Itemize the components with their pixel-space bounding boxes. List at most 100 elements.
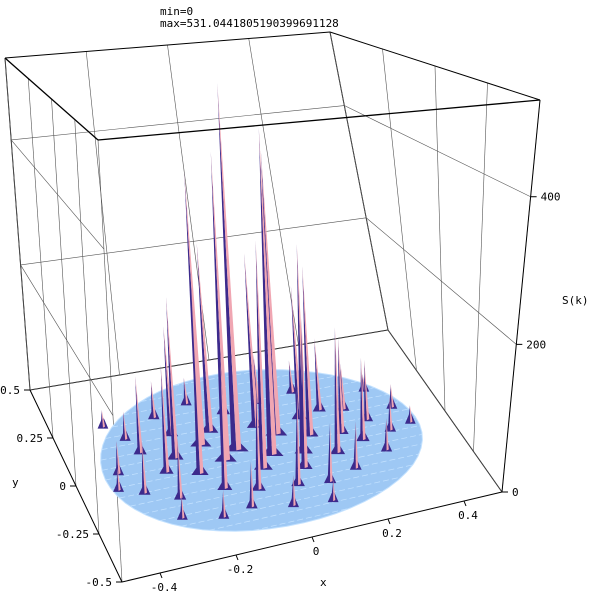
z-axis-label: S(k) [562, 294, 589, 307]
spike-shadow-face [331, 479, 334, 502]
spike-shadow-face [184, 170, 201, 446]
spike [180, 377, 192, 406]
spike-shadow-face [388, 396, 391, 431]
x-tick-label: -0.2 [227, 563, 254, 576]
spike-lit-face [141, 441, 147, 494]
spike [133, 376, 147, 455]
spike-lit-face [177, 438, 183, 499]
spike-lit-face [334, 327, 341, 454]
grid-line [4, 57, 31, 391]
x-axis-label: x [320, 576, 327, 589]
spike-shadow-face [360, 357, 363, 441]
box-edge [4, 57, 99, 141]
spike-lit-face [409, 405, 413, 423]
surface-mesh-line [105, 387, 375, 439]
spike-shadow-face [302, 265, 311, 436]
grid-line [11, 105, 345, 141]
spike-shadow-face [191, 286, 201, 474]
grid-line [27, 78, 54, 439]
spike-lit-face [101, 410, 106, 428]
spike-lit-face [314, 338, 322, 411]
box-edge [97, 99, 541, 141]
spike-shadow-face [177, 438, 181, 499]
spike [356, 357, 370, 442]
grid-line [20, 217, 367, 266]
spike-shadow-face [337, 337, 342, 433]
spike [349, 421, 362, 470]
box-edge [501, 99, 541, 493]
spike [404, 405, 416, 424]
spike-shadow-face [334, 327, 338, 454]
spike-lit-face [296, 389, 301, 486]
spike [174, 438, 187, 500]
spike-lit-face [135, 376, 143, 454]
spike-lit-face [116, 441, 121, 475]
spike-lit-face [217, 82, 242, 451]
grid-line [434, 65, 446, 412]
y-tick-label: 0 [59, 480, 66, 493]
spike-shadow-face [389, 384, 392, 408]
surface-mesh-line [101, 408, 409, 471]
surface-mesh-line [253, 507, 351, 531]
x-tick-mark [311, 536, 315, 543]
spike-shadow-face [166, 296, 176, 459]
grid-line [97, 139, 123, 583]
spike-lit-face [288, 360, 295, 393]
spike-lit-face [123, 411, 128, 440]
z-tick-label: 0 [512, 486, 519, 499]
spike [112, 441, 125, 476]
spike-shadow-face [255, 378, 259, 490]
x-tick-label: -0.4 [151, 581, 178, 594]
spike-lit-face [184, 170, 206, 446]
spike-shadow-face [163, 326, 171, 436]
spike-lit-face [386, 418, 389, 451]
spike [251, 378, 266, 491]
spike-lit-face [117, 467, 121, 491]
spike [113, 467, 124, 492]
spike-shadow-face [160, 364, 167, 473]
x-tick-label: 0.2 [382, 527, 402, 540]
spike-lit-face [160, 364, 170, 473]
x-tick-mark [463, 500, 467, 507]
surface-mesh-line [209, 490, 385, 531]
spike-shadow-face [384, 418, 387, 451]
spike [217, 82, 249, 452]
spike-lit-face [181, 494, 185, 519]
spike-shadow-face [296, 243, 304, 453]
spike [324, 423, 337, 484]
spike-shadow-face [150, 381, 154, 419]
min-label: min=0 [160, 5, 194, 18]
spike-shadow-face [116, 441, 119, 475]
spike-shadow-face [408, 405, 411, 423]
spike [330, 327, 346, 455]
spike-lit-face [364, 360, 370, 421]
spike-lit-face [260, 150, 281, 435]
spike-lit-face [196, 243, 214, 432]
grid-line [85, 51, 120, 376]
x-tick-mark [387, 518, 391, 525]
spike [291, 389, 305, 487]
spike [196, 243, 219, 433]
spike [380, 418, 393, 452]
spike [245, 461, 258, 509]
grid-line [329, 31, 389, 331]
spike-shadow-face [364, 360, 367, 421]
spike [312, 338, 326, 412]
surface-mesh-line [119, 434, 423, 499]
z-tick-label: 400 [541, 191, 561, 204]
box-edge [4, 31, 331, 59]
spike-shadow-face [244, 253, 256, 427]
spike-shadow-face [100, 410, 103, 428]
spike [217, 356, 233, 490]
grid-line [248, 38, 299, 346]
spike [119, 411, 131, 441]
spike-shadow-face [295, 389, 299, 486]
surface-spikes [97, 82, 416, 520]
spike-lit-face [255, 378, 262, 490]
spike-lit-face [340, 363, 346, 410]
spike-lit-face [244, 253, 259, 427]
spike [218, 490, 230, 519]
y-tick-label: -0.5 [86, 576, 113, 589]
spike-lit-face [337, 337, 345, 433]
